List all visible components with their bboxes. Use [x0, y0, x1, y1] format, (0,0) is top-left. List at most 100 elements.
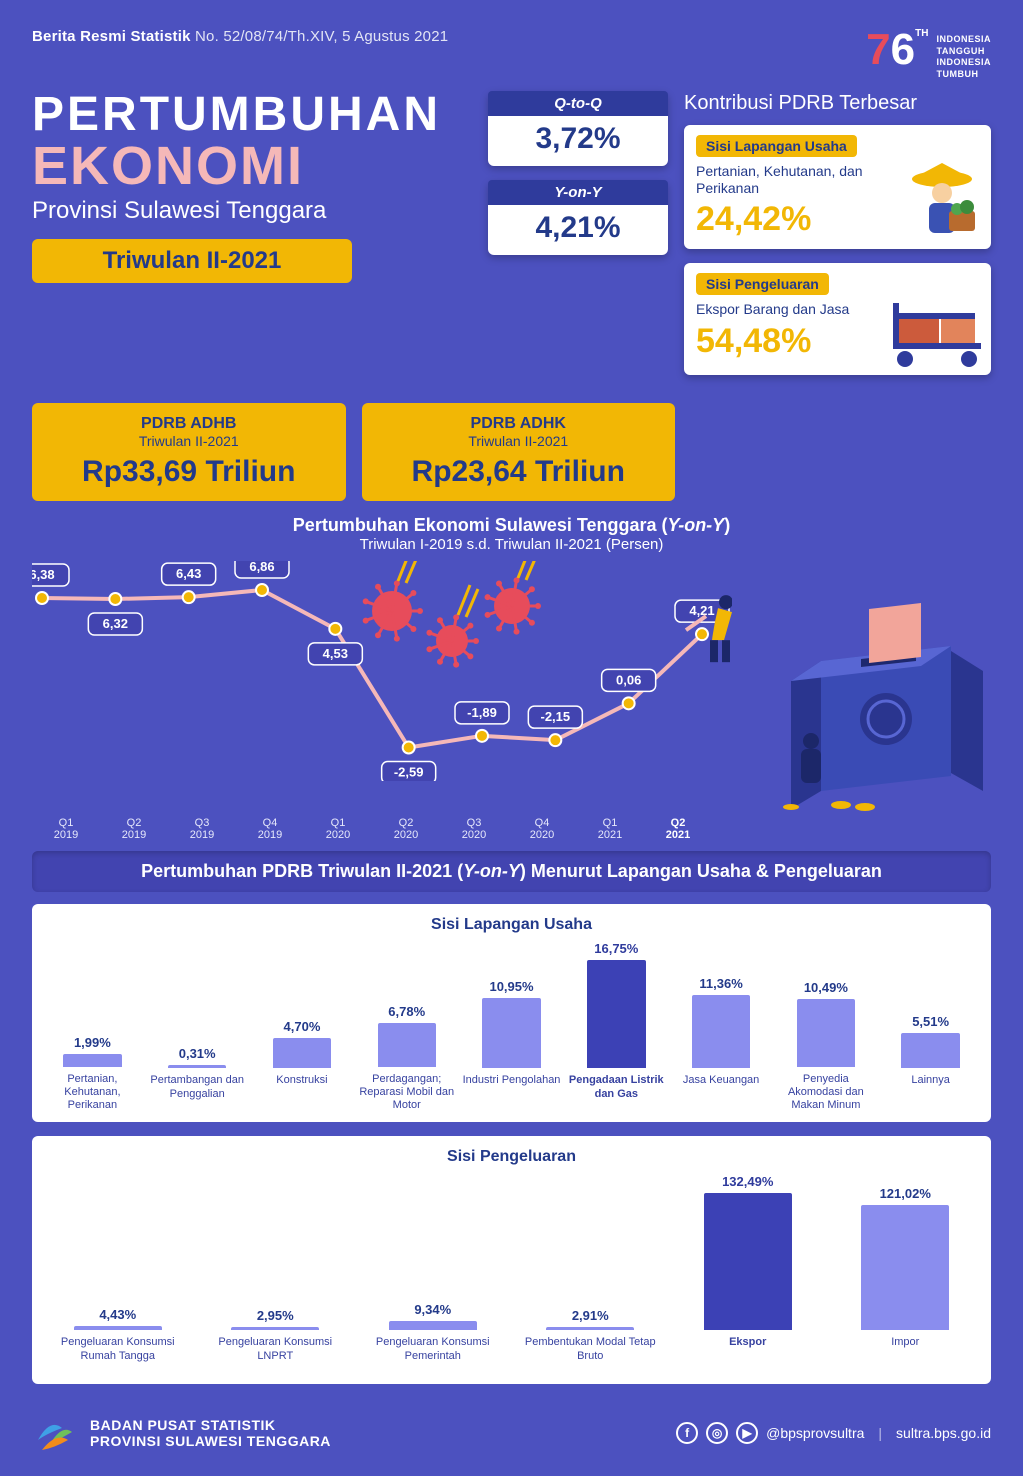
- bar-rect: [797, 999, 855, 1067]
- bar-chart-sp: 4,43%Pengeluaran Konsumsi Rumah Tangga 2,…: [42, 1174, 981, 1374]
- bar-rect: [704, 1193, 792, 1330]
- bar-rect: [546, 1327, 634, 1330]
- bar-label: Pertanian, Kehutanan, Perikanan: [42, 1073, 143, 1113]
- bar-label: Jasa Keuangan: [683, 1074, 759, 1112]
- yoy-label: Y-on-Y: [488, 180, 668, 205]
- bar-value: 6,78%: [388, 1004, 425, 1019]
- svg-text:-1,89: -1,89: [467, 705, 497, 720]
- bar-value: 132,49%: [722, 1174, 773, 1189]
- pdrb-adhb-val: Rp33,69 Triliun: [42, 455, 336, 489]
- bar-item: 9,34%Pengeluaran Konsumsi Pemerintah: [357, 1302, 509, 1375]
- period-badge: Triwulan II-2021: [32, 239, 352, 283]
- title-line3: Provinsi Sulawesi Tenggara: [32, 197, 472, 225]
- bar-label: Industri Pengolahan: [463, 1074, 561, 1112]
- yoy-value: 4,21%: [498, 211, 658, 245]
- svg-text:4,53: 4,53: [323, 646, 348, 661]
- footer-handle: @bpsprovsultra: [766, 1425, 864, 1441]
- pdrb-adhb-t1: PDRB ADHB: [42, 415, 336, 433]
- bar-value: 5,51%: [912, 1014, 949, 1029]
- bar-rect: [168, 1065, 226, 1068]
- bar-rect: [861, 1205, 949, 1331]
- bar-item: 11,36% Jasa Keuangan: [671, 976, 772, 1113]
- bar-rect: [389, 1321, 477, 1331]
- footer-org-2: PROVINSI SULAWESI TENGGARA: [90, 1433, 331, 1449]
- svg-text:0,06: 0,06: [616, 673, 641, 688]
- bar-label: Lainnya: [911, 1074, 950, 1112]
- bar-value: 121,02%: [880, 1186, 931, 1201]
- yoy-pill: Y-on-Y 4,21%: [488, 180, 668, 255]
- bar-item: 1,99%Pertanian, Kehutanan, Perikanan: [42, 1035, 143, 1112]
- title-line2: EKONOMI: [32, 139, 472, 193]
- bar-value: 0,31%: [179, 1046, 216, 1061]
- publication-number: No. 52/08/74/Th.XIV, 5 Agustus 2021: [195, 28, 448, 45]
- panel-lapangan-usaha: Sisi Lapangan Usaha 1,99%Pertanian, Kehu…: [32, 904, 991, 1122]
- bar-value: 11,36%: [699, 976, 742, 991]
- klu-tag: Sisi Lapangan Usaha: [696, 135, 857, 157]
- qtq-value: 3,72%: [498, 122, 658, 156]
- bar-label: Konstruksi: [276, 1074, 327, 1112]
- svg-text:6,38: 6,38: [32, 567, 55, 582]
- bar-rect: [63, 1054, 121, 1067]
- bar-value: 10,49%: [804, 980, 848, 995]
- bar-rect: [231, 1327, 319, 1330]
- bar-item: 121,02% Impor: [830, 1186, 982, 1375]
- svg-text:6,86: 6,86: [249, 561, 274, 574]
- logo-7: 7: [866, 25, 890, 74]
- section-headline: Pertumbuhan PDRB Triwulan II-2021 (Y-on-…: [32, 851, 991, 892]
- cargo-icon: [889, 283, 985, 369]
- logo-text-3: INDONESIA: [936, 57, 991, 69]
- pdrb-adhb-card: PDRB ADHB Triwulan II-2021 Rp33,69 Trili…: [32, 403, 346, 501]
- logo-6: 6: [891, 25, 915, 74]
- kontribusi-title: Kontribusi PDRB Terbesar: [684, 91, 991, 115]
- title-line1: PERTUMBUHAN: [32, 91, 472, 139]
- bar-rect: [378, 1023, 436, 1067]
- bar-item: 10,95%Industri Pengolahan: [461, 979, 562, 1113]
- logo-text-1: INDONESIA: [936, 34, 991, 46]
- bps-logo-icon: [32, 1410, 78, 1456]
- svg-text:-2,59: -2,59: [394, 765, 424, 780]
- bar-item: 16,75%Pengadaan Listrik dan Gas: [566, 941, 667, 1112]
- line-chart-subtitle: Triwulan I-2019 s.d. Triwulan II-2021 (P…: [32, 536, 991, 553]
- kontribusi-card-sp: Sisi Pengeluaran Ekspor Barang dan Jasa …: [684, 263, 991, 375]
- pdrb-adhk-t2: Triwulan II-2021: [372, 433, 666, 449]
- bar-rect: [587, 960, 645, 1068]
- svg-text:6,32: 6,32: [103, 616, 128, 631]
- bar-label: Pengeluaran Konsumsi Rumah Tangga: [42, 1336, 194, 1374]
- kontribusi-card-lu: Sisi Lapangan Usaha Pertanian, Kehutanan…: [684, 125, 991, 250]
- bar-label: Ekspor: [729, 1336, 766, 1374]
- bar-rect: [74, 1326, 162, 1331]
- svg-text:4,21: 4,21: [689, 604, 714, 619]
- bar-label: Perdagangan; Reparasi Mobil dan Motor: [356, 1073, 457, 1113]
- bar-label: Impor: [891, 1336, 919, 1374]
- bar-rect: [901, 1033, 959, 1069]
- bar-label: Pertambangan dan Penggalian: [147, 1074, 248, 1112]
- footer-org-1: BADAN PUSAT STATISTIK: [90, 1417, 331, 1433]
- panel-sp-title: Sisi Pengeluaran: [42, 1148, 981, 1166]
- bar-item: 2,91%Pembentukan Modal Tetap Bruto: [515, 1308, 667, 1374]
- publication-line: Berita Resmi Statistik No. 52/08/74/Th.X…: [32, 28, 448, 45]
- ksp-tag: Sisi Pengeluaran: [696, 273, 829, 295]
- panel-lu-title: Sisi Lapangan Usaha: [42, 916, 981, 934]
- line-chart: 6,386,326,436,864,53-2,59-1,89-2,150,064…: [32, 561, 732, 781]
- bar-item: 132,49% Ekspor: [672, 1174, 824, 1374]
- ksp-desc: Ekspor Barang dan Jasa: [696, 301, 876, 318]
- bar-item: 4,43%Pengeluaran Konsumsi Rumah Tangga: [42, 1307, 194, 1375]
- pdrb-adhk-t1: PDRB ADHK: [372, 415, 666, 433]
- farmer-icon: [899, 157, 985, 243]
- footer-site: sultra.bps.go.id: [896, 1425, 991, 1441]
- bar-value: 2,91%: [572, 1308, 609, 1323]
- bar-item: 4,70% Konstruksi: [252, 1019, 353, 1112]
- bar-item: 5,51% Lainnya: [880, 1014, 981, 1113]
- klu-desc: Pertanian, Kehutanan, dan Perikanan: [696, 163, 876, 197]
- facebook-icon: f: [676, 1422, 698, 1444]
- pdrb-adhk-val: Rp23,64 Triliun: [372, 455, 666, 489]
- pdrb-adhb-t2: Triwulan II-2021: [42, 433, 336, 449]
- logo-text-4: TUMBUH: [936, 69, 991, 81]
- footer-sep: |: [878, 1425, 882, 1441]
- bar-rect: [482, 998, 540, 1069]
- qtq-pill: Q-to-Q 3,72%: [488, 91, 668, 166]
- svg-text:6,43: 6,43: [176, 567, 201, 582]
- bar-chart-lu: 1,99%Pertanian, Kehutanan, Perikanan 0,31…: [42, 942, 981, 1112]
- bar-value: 4,70%: [284, 1019, 321, 1034]
- bar-label: Pengadaan Listrik dan Gas: [566, 1074, 667, 1112]
